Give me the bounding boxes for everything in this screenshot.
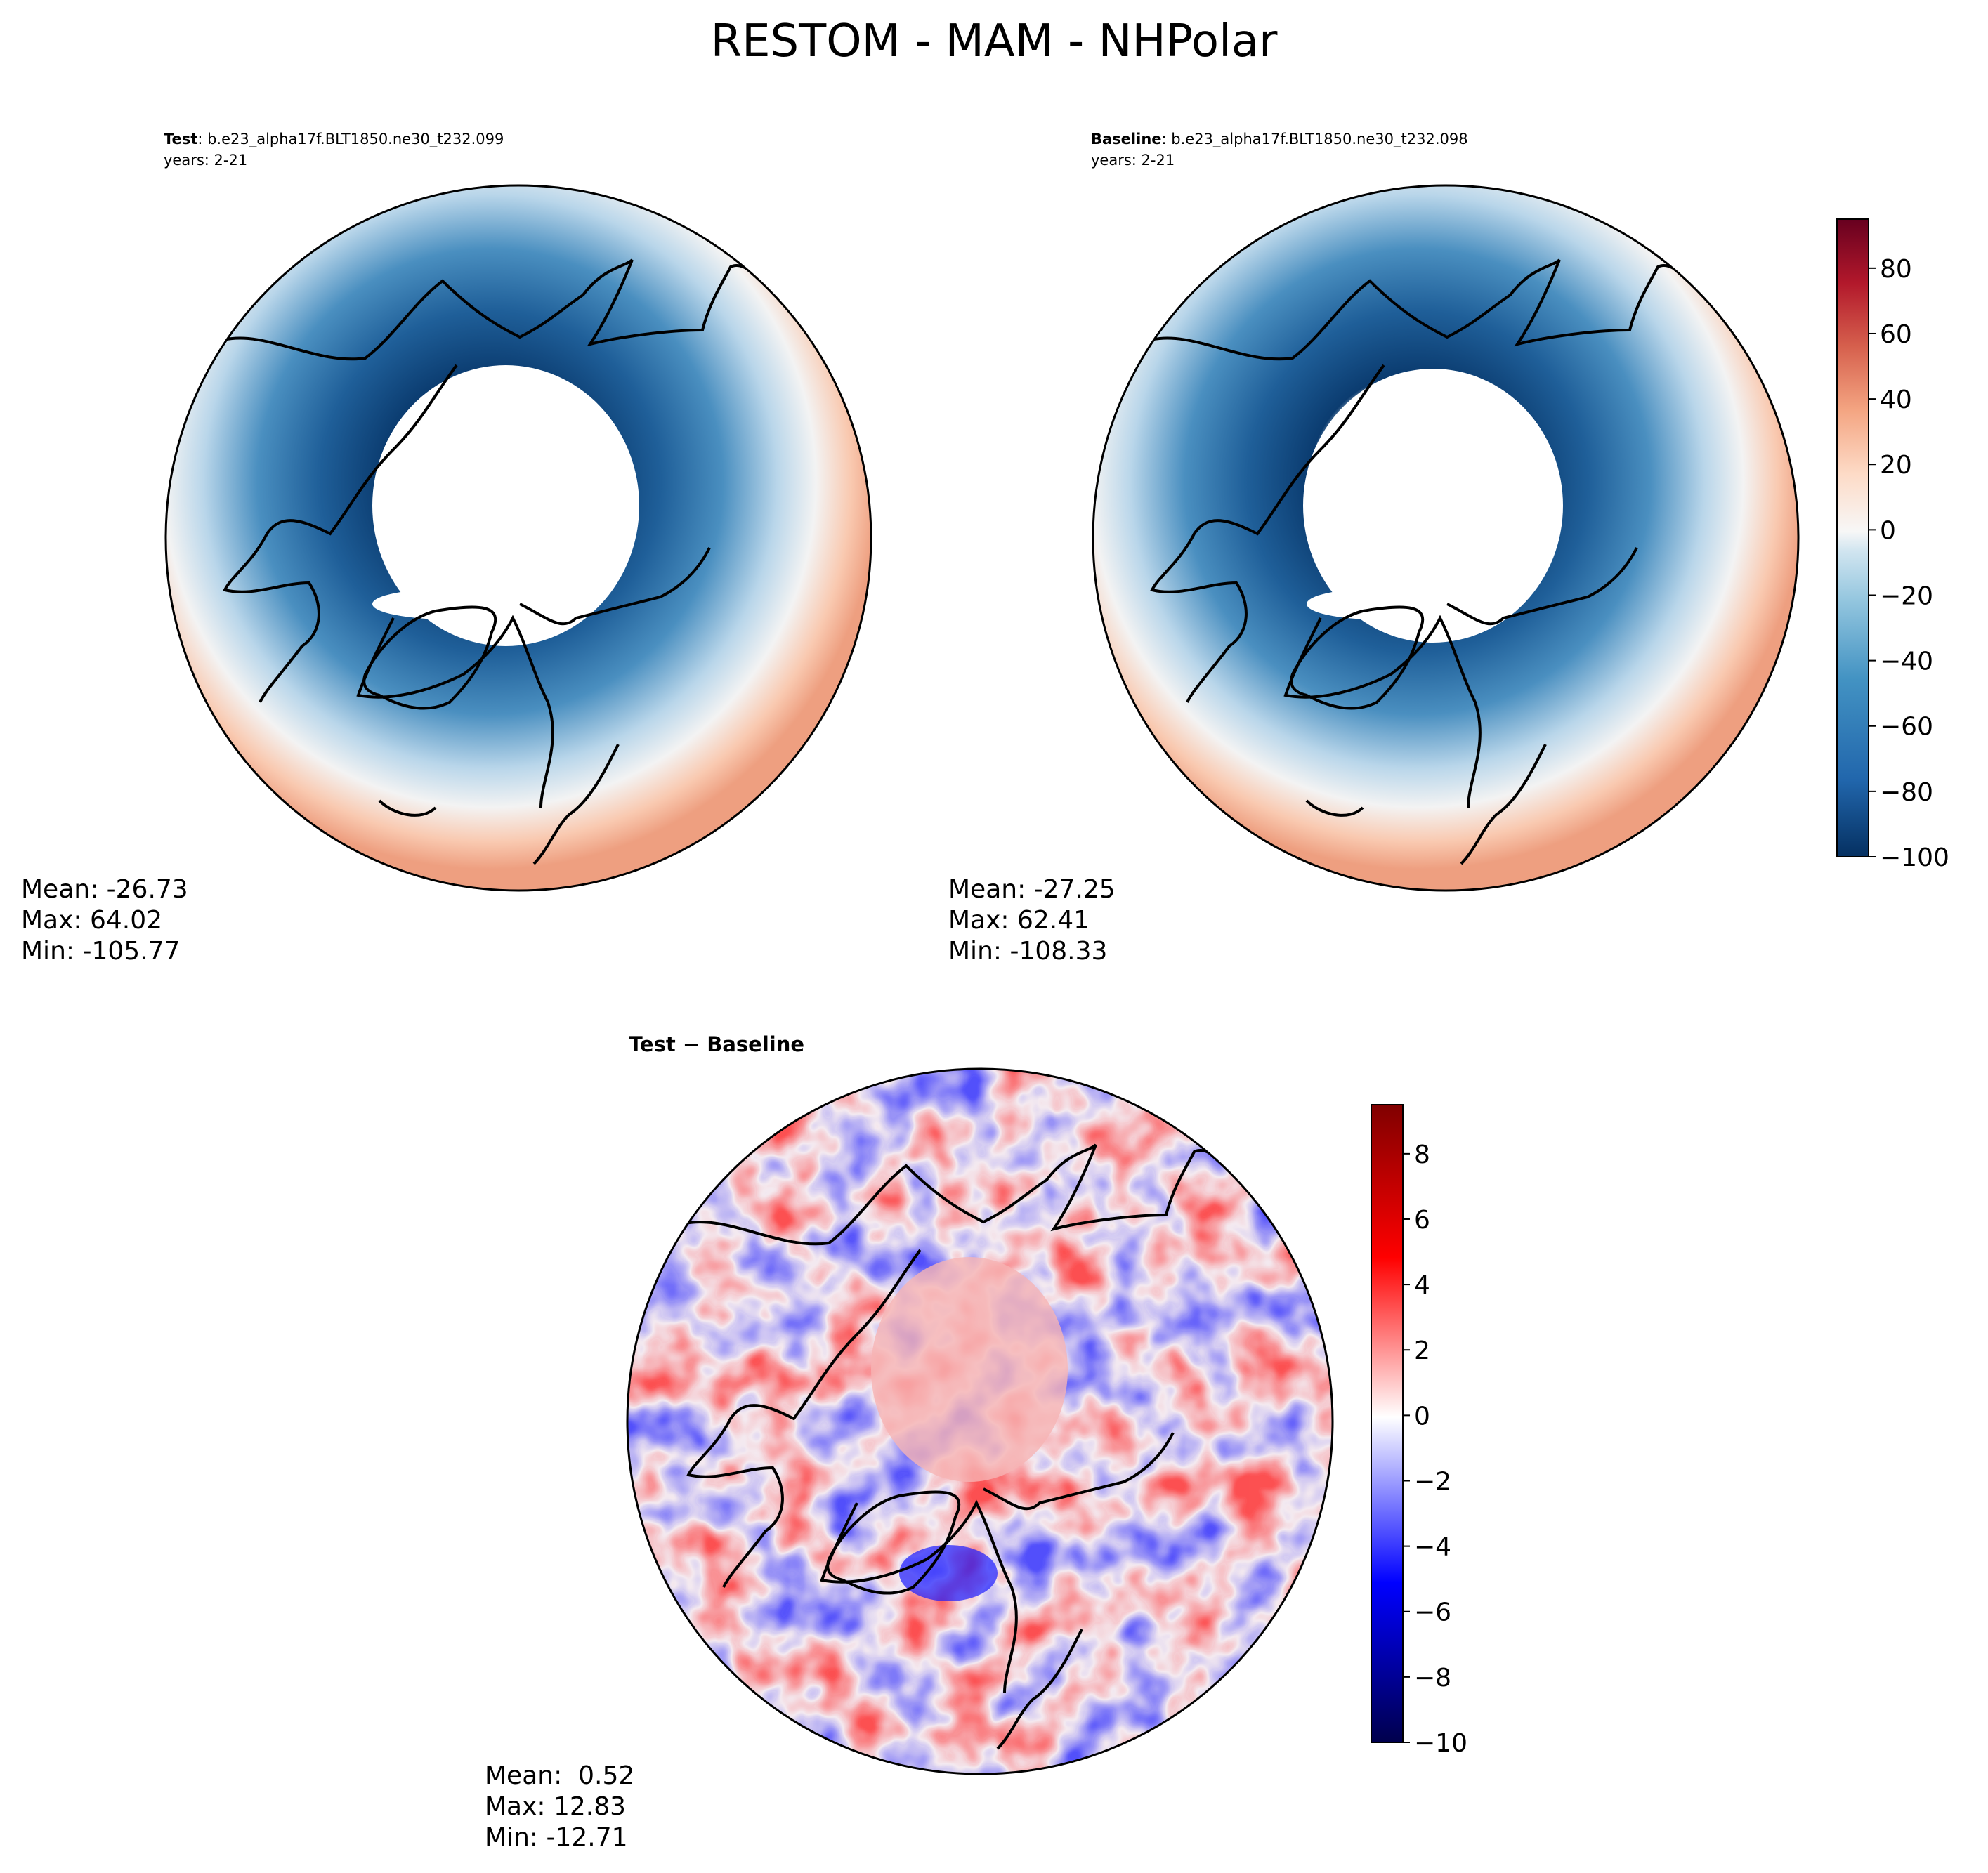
difference-map <box>627 1069 1333 1774</box>
difference-land-outline <box>826 1490 961 1595</box>
baseline-max: Max: 62.41 <box>948 906 1090 935</box>
baseline-colorbar-tick-label: −40 <box>1880 648 1933 676</box>
difference-mean: Mean: 0.52 <box>485 1761 634 1790</box>
baseline-header-case: : b.e23_alpha17f.BLT1850.ne30_t232.098 <box>1162 131 1468 148</box>
test-land-outline <box>362 605 497 710</box>
difference-map-frame <box>626 1067 1334 1775</box>
difference-colorbar-tick-label: 2 <box>1414 1336 1430 1365</box>
difference-colorbar: 8 6 4 2 0 −2 −4 −6 −8 −10 <box>1371 1104 1467 1758</box>
difference-panel: Test − Baseline Mean: 0.52 Max: 12.83 Mi… <box>485 1032 1467 1852</box>
figure-title: RESTOM - MAM - NHPolar <box>711 15 1278 67</box>
test-max: Max: 64.02 <box>21 906 162 935</box>
baseline-colorbar-tick-label: 20 <box>1880 451 1912 480</box>
baseline-years: years: 2-21 <box>1091 152 1175 169</box>
baseline-coastline <box>1150 258 1694 865</box>
difference-colorbar-tick-label: 6 <box>1414 1206 1430 1235</box>
test-header-bold: Test <box>164 131 197 147</box>
baseline-colorbar-tick-label: −100 <box>1880 843 1949 872</box>
test-header-case: : b.e23_alpha17f.BLT1850.ne30_t232.099 <box>197 131 504 148</box>
baseline-colorbar-tick-label: −60 <box>1880 713 1933 742</box>
difference-colorbar-tick-label: 4 <box>1414 1271 1430 1300</box>
test-map <box>166 185 871 891</box>
baseline-colorbar-tick-label: 60 <box>1880 320 1912 349</box>
baseline-panel: Baseline: b.e23_alpha17f.BLT1850.ne30_t2… <box>948 131 1949 966</box>
baseline-colorbar-tick-label: 80 <box>1880 255 1912 284</box>
baseline-header-bold: Baseline <box>1091 131 1162 147</box>
baseline-colorbar-tick-label: 40 <box>1880 386 1912 414</box>
difference-coastline <box>684 1143 1230 1750</box>
baseline-map <box>1093 185 1798 891</box>
baseline-map-frame <box>1092 184 1800 892</box>
baseline-colorbar: 80 60 40 20 0 −20 −40 −60 −80 −100 <box>1836 218 1949 872</box>
difference-colorbar-fill <box>1371 1104 1404 1743</box>
difference-header: Test − Baseline <box>629 1032 804 1056</box>
difference-colorbar-tick-label: −6 <box>1414 1598 1451 1627</box>
test-map-frame <box>164 184 872 892</box>
difference-colorbar-tick-label: −2 <box>1414 1467 1451 1496</box>
difference-colorbar-tick-label: −8 <box>1414 1664 1451 1693</box>
test-coastline <box>223 258 766 865</box>
test-years: years: 2-21 <box>164 152 247 169</box>
baseline-colorbar-tick-label: −80 <box>1880 778 1933 807</box>
baseline-colorbar-tick-label: −20 <box>1880 581 1933 610</box>
difference-colorbar-tick-label: −10 <box>1414 1729 1467 1758</box>
baseline-min: Min: -108.33 <box>948 937 1107 966</box>
test-header: Test: b.e23_alpha17f.BLT1850.ne30_t232.0… <box>164 131 504 148</box>
difference-colorbar-tick-label: 8 <box>1414 1141 1430 1169</box>
test-mean: Mean: -26.73 <box>21 875 188 904</box>
baseline-colorbar-tick-label: 0 <box>1880 516 1896 545</box>
difference-colorbar-ticks: 8 6 4 2 0 −2 −4 −6 −8 −10 <box>1403 1141 1467 1758</box>
test-min: Min: -105.77 <box>21 937 180 966</box>
baseline-land-outline <box>1290 605 1425 710</box>
difference-min: Min: -12.71 <box>485 1823 628 1852</box>
difference-max: Max: 12.83 <box>485 1792 626 1821</box>
baseline-colorbar-fill <box>1836 218 1869 857</box>
difference-colorbar-tick-label: 0 <box>1414 1402 1430 1431</box>
test-panel: Test: b.e23_alpha17f.BLT1850.ne30_t232.0… <box>21 131 872 966</box>
baseline-mean: Mean: -27.25 <box>948 875 1116 904</box>
difference-colorbar-tick-label: −4 <box>1414 1533 1451 1562</box>
baseline-colorbar-ticks: 80 60 40 20 0 −20 −40 −60 −80 −100 <box>1869 255 1949 872</box>
baseline-header: Baseline: b.e23_alpha17f.BLT1850.ne30_t2… <box>1091 131 1468 148</box>
